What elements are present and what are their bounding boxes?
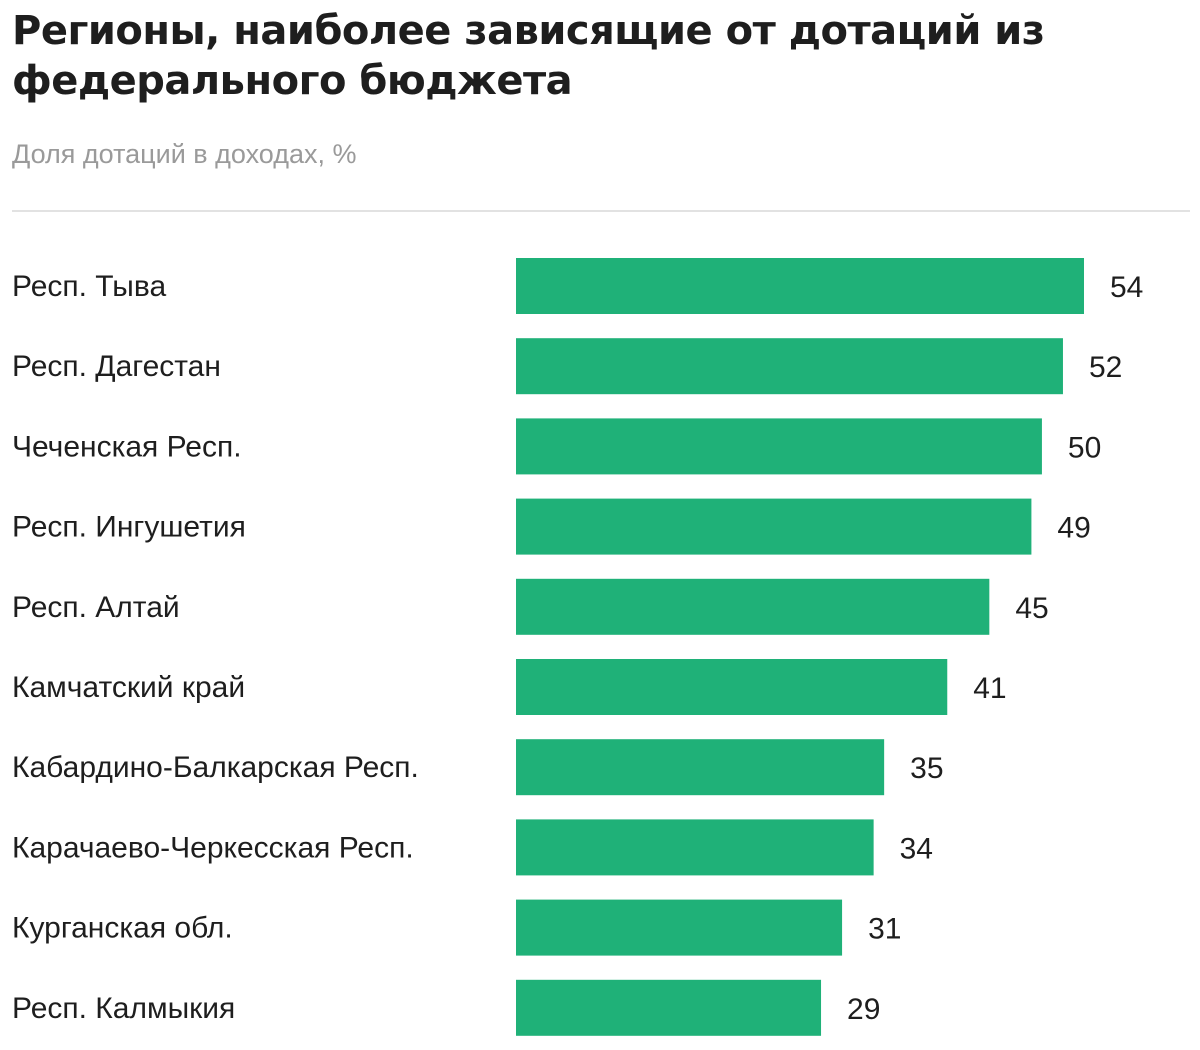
bar <box>516 739 885 796</box>
value-label: 35 <box>910 752 943 785</box>
category-label: Респ. Калмыкия <box>12 992 235 1025</box>
bar <box>516 258 1084 314</box>
bar <box>516 578 990 635</box>
value-label: 29 <box>847 993 880 1026</box>
category-label: Курганская обл. <box>12 912 233 945</box>
category-label: Кабардино-Балкарская Респ. <box>12 751 419 784</box>
category-label: Чеченская Респ. <box>12 430 242 463</box>
bar <box>516 979 822 1036</box>
bar <box>516 899 843 956</box>
bar <box>516 418 1042 475</box>
chart-title: Регионы, наиболее зависящие от дотаций и… <box>12 8 1045 104</box>
bar <box>516 659 948 715</box>
value-label: 52 <box>1089 351 1122 384</box>
value-label: 45 <box>1015 592 1048 625</box>
value-label: 50 <box>1068 431 1101 464</box>
category-label: Карачаево-Черкесская Респ. <box>12 831 414 864</box>
category-label: Камчатский край <box>12 671 245 704</box>
bar <box>516 338 1063 395</box>
value-label: 41 <box>973 672 1006 705</box>
category-label: Респ. Ингушетия <box>12 511 246 544</box>
value-label: 54 <box>1110 271 1143 304</box>
chart-subtitle: Доля дотаций в доходах, % <box>12 139 357 169</box>
value-label: 31 <box>868 913 901 946</box>
bar <box>516 819 874 876</box>
category-label: Респ. Дагестан <box>12 350 221 383</box>
bar <box>516 498 1032 555</box>
category-label: Респ. Алтай <box>12 591 180 624</box>
category-label: Респ. Тыва <box>12 270 166 303</box>
value-label: 34 <box>900 832 933 865</box>
header-divider <box>12 210 1190 212</box>
value-label: 49 <box>1057 512 1090 545</box>
